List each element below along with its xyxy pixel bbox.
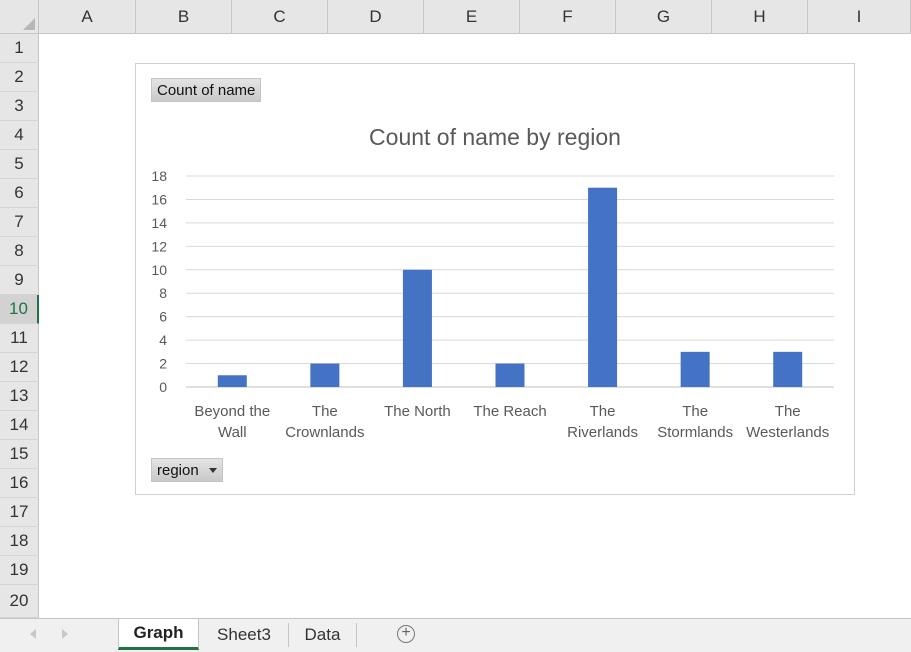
- scroll-right-icon[interactable]: [62, 629, 68, 639]
- row-header-15[interactable]: 15: [0, 440, 39, 469]
- row-header-16[interactable]: 16: [0, 469, 39, 498]
- x-tick-label: The: [312, 403, 338, 420]
- pivot-chart[interactable]: Count of name Count of name by region 0 2 4…: [135, 63, 855, 495]
- row-header-3[interactable]: 3: [0, 92, 39, 121]
- y-tick-label: 8: [159, 285, 167, 301]
- bar: [217, 375, 247, 387]
- bar: [680, 351, 710, 387]
- tab-data[interactable]: Data: [304, 624, 341, 644]
- row-header-17[interactable]: 17: [0, 498, 39, 527]
- row-header-10[interactable]: 10: [0, 295, 39, 324]
- row-header-4[interactable]: 4: [0, 121, 39, 150]
- bar: [402, 269, 432, 387]
- tab-divider: [356, 623, 357, 647]
- column-header-h[interactable]: H: [712, 0, 808, 34]
- column-header-d[interactable]: D: [328, 0, 424, 34]
- row-header-18[interactable]: 18: [0, 527, 39, 556]
- row-header-13[interactable]: 13: [0, 382, 39, 411]
- tab-sheet3[interactable]: Sheet3: [217, 624, 271, 644]
- row-header-9[interactable]: 9: [0, 266, 39, 295]
- bar: [310, 363, 340, 387]
- x-tick-label: The: [775, 403, 801, 420]
- y-tick-label: 10: [151, 262, 167, 278]
- row-header-5[interactable]: 5: [0, 150, 39, 179]
- y-tick-label: 14: [151, 215, 167, 231]
- x-tick-label: The: [682, 403, 708, 420]
- column-header-b[interactable]: B: [136, 0, 232, 34]
- bar: [495, 363, 525, 387]
- axis-field-button[interactable]: region: [151, 458, 223, 482]
- column-header-g[interactable]: G: [616, 0, 712, 34]
- chevron-down-icon[interactable]: [208, 467, 217, 473]
- y-tick-label: 12: [151, 238, 167, 254]
- tab-divider: [288, 623, 289, 647]
- y-tick-label: 0: [159, 379, 167, 395]
- select-all-corner[interactable]: [0, 0, 39, 34]
- values-field-button[interactable]: Count of name: [151, 78, 262, 102]
- row-header-1[interactable]: 1: [0, 34, 39, 63]
- row-header-19[interactable]: 19: [0, 556, 39, 585]
- row-header-8[interactable]: 8: [0, 237, 39, 266]
- chart-title: Count of name by region: [369, 124, 621, 150]
- y-tick-label: 16: [151, 191, 167, 207]
- add-sheet-icon[interactable]: +: [397, 625, 415, 643]
- row-header-2[interactable]: 2: [0, 63, 39, 92]
- y-tick-label: 18: [151, 168, 167, 184]
- x-tick-label: Beyond the: [194, 403, 270, 420]
- chart-plot: Count of name by region 0 2 4 6 8 10 12 14 16 18 Be…: [151, 124, 834, 441]
- y-tick-label: 2: [159, 356, 167, 372]
- column-header-e[interactable]: E: [424, 0, 520, 34]
- column-header-a[interactable]: A: [39, 0, 136, 34]
- x-tick-label: The Reach: [473, 403, 546, 420]
- tab-graph[interactable]: Graph: [118, 619, 199, 650]
- sheet-tab-bar: Graph Sheet3 Data +: [0, 618, 911, 652]
- x-tick-label: Westerlands: [746, 424, 829, 441]
- row-header-20[interactable]: 20: [0, 585, 39, 618]
- column-header-c[interactable]: C: [232, 0, 328, 34]
- x-tick-label: The: [590, 403, 616, 420]
- bar: [773, 351, 803, 387]
- column-header-f[interactable]: F: [520, 0, 616, 34]
- x-tick-label: The North: [384, 403, 451, 420]
- row-header-11[interactable]: 11: [0, 324, 39, 353]
- axis-field-label: region: [157, 461, 199, 479]
- column-header-i[interactable]: I: [808, 0, 911, 34]
- scroll-left-icon[interactable]: [30, 629, 36, 639]
- row-header-12[interactable]: 12: [0, 353, 39, 382]
- y-tick-label: 4: [159, 332, 167, 348]
- x-tick-label: Riverlands: [567, 424, 638, 441]
- bar: [588, 187, 618, 387]
- row-header-6[interactable]: 6: [0, 179, 39, 208]
- select-all-triangle: [23, 18, 35, 30]
- x-tick-label: Wall: [218, 424, 247, 441]
- row-header-7[interactable]: 7: [0, 208, 39, 237]
- x-tick-label: Crownlands: [285, 424, 364, 441]
- x-tick-label: Stormlands: [657, 424, 733, 441]
- values-field-label: Count of name: [157, 81, 256, 99]
- row-header-14[interactable]: 14: [0, 411, 39, 440]
- y-tick-label: 6: [159, 309, 167, 325]
